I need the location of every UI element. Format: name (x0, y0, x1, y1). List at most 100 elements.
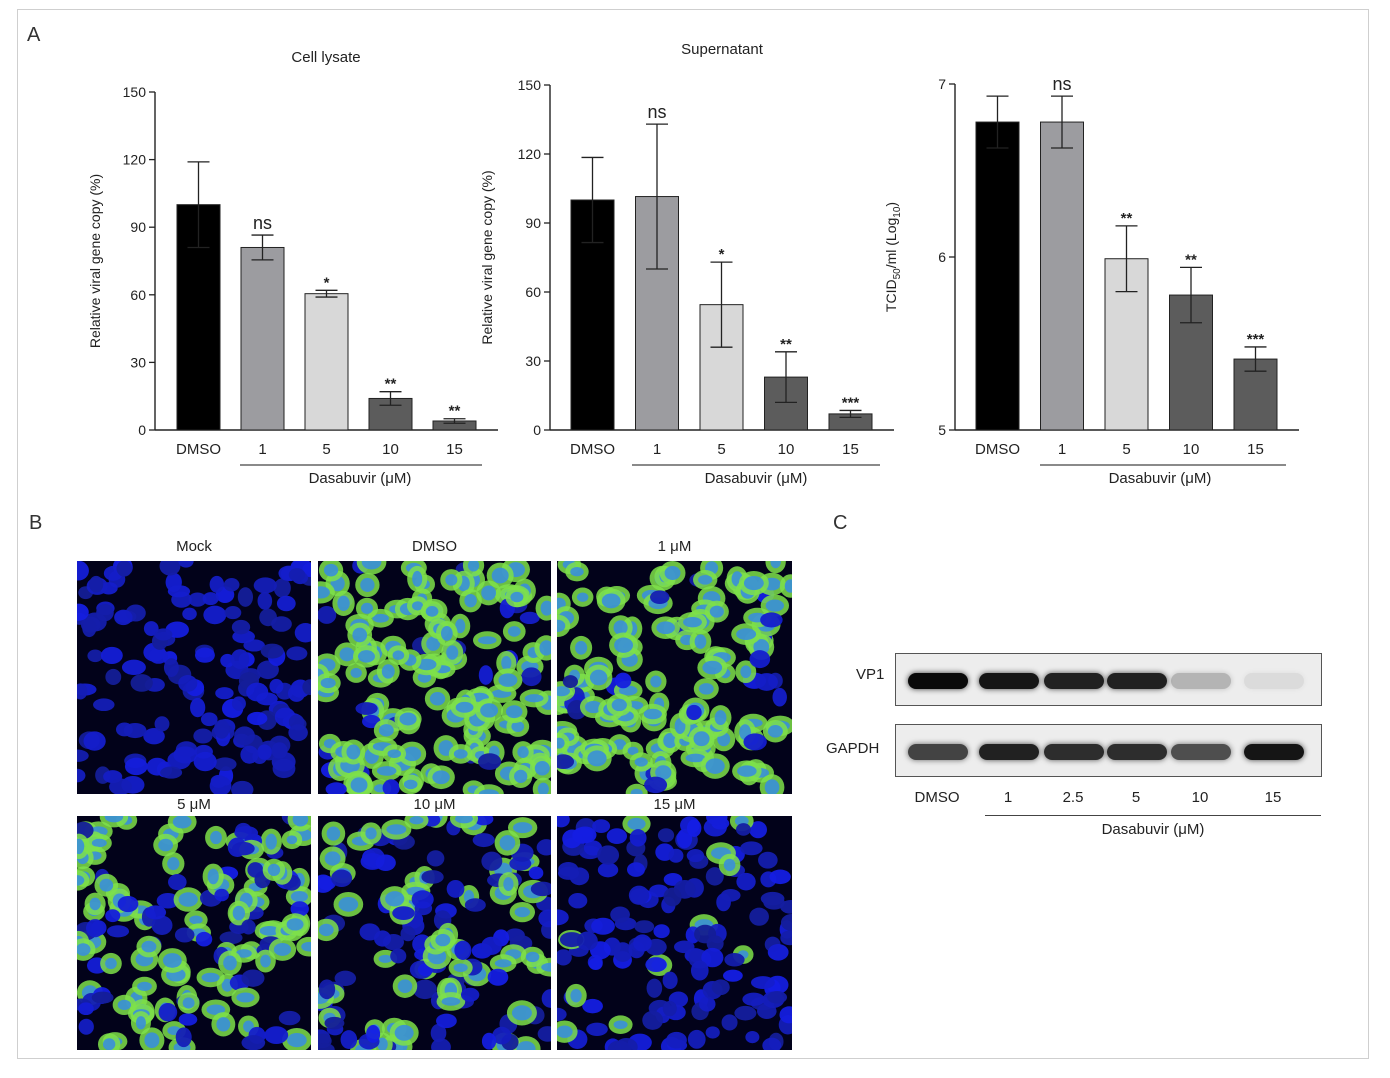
nucleus (378, 724, 394, 737)
nucleus (100, 646, 123, 665)
nucleus (584, 700, 603, 714)
nucleus (223, 955, 237, 971)
microscopy-cells (77, 561, 311, 794)
microscopy-cells (557, 561, 792, 794)
nucleus (432, 770, 450, 785)
nucleus (264, 1026, 289, 1045)
nucleus (627, 746, 639, 756)
nucleus (158, 838, 174, 852)
nucleus (711, 979, 730, 996)
nucleus (241, 919, 256, 935)
nucleus (104, 816, 124, 823)
nucleus (694, 634, 707, 649)
chart-title: Cell lysate (291, 49, 360, 66)
nucleus (686, 704, 702, 721)
nucleus (685, 753, 706, 763)
nucleus (301, 941, 311, 952)
blot-band (1107, 672, 1167, 689)
nucleus (83, 731, 106, 751)
nucleus (627, 817, 646, 830)
nucleus (720, 888, 741, 902)
nucleus (394, 1024, 414, 1041)
lane-label: 5 (1131, 789, 1141, 806)
nucleus (740, 665, 752, 679)
x-tick-label: 15 (1247, 441, 1264, 458)
nucleus (749, 907, 769, 926)
nucleus (736, 872, 756, 891)
nucleus (82, 618, 97, 638)
nucleus (337, 595, 350, 612)
vp1-strip (895, 653, 1322, 706)
nucleus (446, 645, 459, 660)
significance-label: ns (1052, 74, 1071, 94)
panel-label-a: A (27, 24, 41, 46)
nucleus (77, 838, 85, 855)
nucleus (339, 647, 355, 662)
nucleus (628, 885, 650, 905)
y-tick-label: 5 (938, 422, 946, 438)
nucleus (784, 579, 792, 593)
nucleus (219, 931, 243, 945)
nucleus (575, 640, 588, 655)
y-axis-label: Relative viral gene copy (%) (87, 174, 103, 348)
significance-label: ** (1121, 210, 1133, 227)
nucleus (714, 710, 727, 726)
nucleus (294, 622, 311, 643)
microscopy-image (318, 816, 551, 1050)
nucleus (241, 1035, 266, 1050)
nucleus (203, 605, 227, 625)
nucleus (167, 874, 187, 891)
nucleus (334, 970, 357, 986)
nucleus (360, 602, 374, 614)
nucleus (286, 646, 308, 661)
nucleus (267, 863, 281, 877)
lane-label: 10 (1191, 789, 1209, 806)
nucleus (151, 915, 173, 935)
nucleus (723, 858, 736, 872)
blot-band (908, 672, 968, 689)
nucleus (235, 949, 252, 958)
nucleus (498, 673, 518, 687)
panel-label-b: B (29, 512, 43, 534)
nucleus (445, 574, 458, 586)
nucleus (613, 942, 633, 962)
nucleus (234, 726, 255, 746)
nucleus (318, 979, 336, 1000)
nucleus (376, 766, 397, 776)
nucleus (403, 746, 422, 762)
nucleus (116, 561, 133, 577)
nucleus (557, 909, 569, 926)
band-label-vp1: VP1 (856, 666, 885, 683)
nucleus (188, 592, 207, 607)
nucleus (207, 868, 219, 885)
nucleus (453, 749, 468, 759)
bar-1 (1040, 121, 1084, 431)
nucleus (290, 901, 309, 917)
nucleus (182, 607, 197, 621)
nucleus (253, 577, 277, 594)
nucleus (534, 760, 550, 776)
nucleus (763, 895, 785, 910)
nucleus (570, 988, 582, 1003)
nucleus (481, 1032, 497, 1050)
nucleus (392, 906, 415, 921)
nucleus (613, 620, 628, 636)
gapdh-strip (895, 724, 1322, 777)
nucleus (588, 957, 603, 971)
nucleus (190, 697, 206, 718)
nucleus (557, 619, 566, 632)
nucleus (626, 862, 645, 877)
nucleus (762, 1037, 782, 1050)
microscopy-title: Mock (176, 538, 212, 555)
significance-label: ** (1185, 251, 1197, 268)
nucleus (557, 1007, 567, 1022)
nucleus (615, 1037, 638, 1050)
nucleus (709, 605, 724, 618)
nucleus (172, 816, 192, 829)
nucleus (178, 1013, 198, 1026)
nucleus (260, 643, 284, 659)
nucleus (780, 914, 792, 931)
nucleus (77, 603, 89, 621)
nucleus (159, 561, 181, 576)
nucleus (386, 824, 407, 835)
